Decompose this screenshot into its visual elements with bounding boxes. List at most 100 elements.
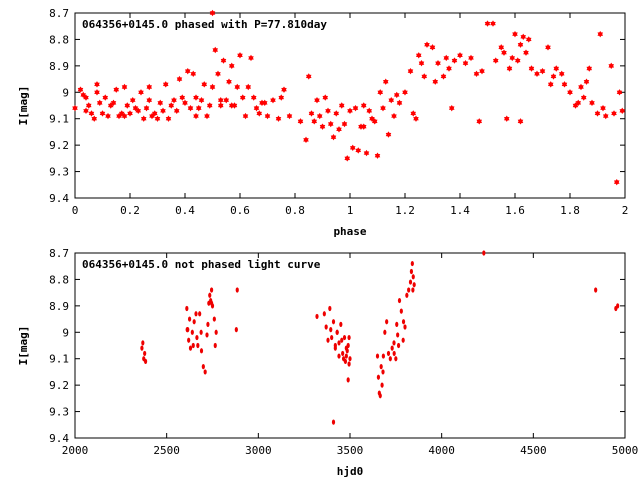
data-point xyxy=(213,342,217,349)
data-point xyxy=(550,73,557,80)
y-tick-label: 9 xyxy=(62,86,69,99)
data-point xyxy=(256,110,263,117)
y-tick-label: 8.8 xyxy=(49,33,69,46)
data-point xyxy=(396,99,403,107)
data-points xyxy=(72,9,626,186)
data-point xyxy=(411,274,415,280)
data-point xyxy=(198,311,202,317)
data-point xyxy=(462,60,469,67)
data-point xyxy=(435,60,441,67)
data-point xyxy=(349,144,356,151)
data-point xyxy=(308,110,315,117)
data-point xyxy=(305,73,312,80)
data-point xyxy=(239,94,246,101)
data-point xyxy=(330,134,337,141)
x-tick-label: 1.6 xyxy=(505,204,525,217)
data-point xyxy=(410,260,414,267)
data-point xyxy=(234,327,238,333)
data-point xyxy=(401,319,406,325)
data-point xyxy=(212,46,219,54)
x-tick-label: 1.2 xyxy=(395,204,415,217)
data-point xyxy=(468,54,474,62)
data-point xyxy=(388,356,392,362)
plot-frame xyxy=(74,12,626,199)
data-point xyxy=(187,104,194,112)
data-point xyxy=(385,319,389,325)
data-point xyxy=(360,123,367,130)
data-point xyxy=(80,91,87,99)
data-point xyxy=(212,316,216,322)
data-point xyxy=(168,102,175,109)
data-point xyxy=(143,358,148,364)
data-point xyxy=(410,110,417,117)
data-point xyxy=(193,112,199,120)
data-point xyxy=(322,311,326,317)
data-point xyxy=(185,305,189,312)
y-tick-label: 9.3 xyxy=(49,406,69,419)
data-point xyxy=(341,120,348,128)
data-point xyxy=(346,377,350,383)
x-tick-label: 1 xyxy=(347,204,354,217)
data-point xyxy=(490,20,496,27)
data-point xyxy=(386,350,391,357)
data-point xyxy=(253,104,260,112)
data-point xyxy=(391,112,397,120)
data-point xyxy=(286,112,293,120)
data-point xyxy=(346,342,350,349)
data-point xyxy=(586,65,593,72)
data-point xyxy=(220,57,227,64)
data-point xyxy=(338,102,345,109)
data-point xyxy=(379,364,383,370)
data-point xyxy=(205,332,209,338)
data-point xyxy=(376,374,381,380)
data-point xyxy=(405,292,409,298)
x-tick-label: 1.8 xyxy=(560,204,580,217)
data-point xyxy=(443,54,450,62)
data-point xyxy=(179,94,186,101)
data-point xyxy=(619,107,626,114)
data-point xyxy=(401,337,405,343)
data-point xyxy=(421,73,428,80)
data-point xyxy=(567,89,573,96)
data-point xyxy=(319,123,326,130)
x-tick-label: 3500 xyxy=(337,444,364,457)
data-point xyxy=(520,33,527,40)
data-point xyxy=(248,54,254,62)
data-point xyxy=(539,67,546,75)
data-point xyxy=(344,155,351,162)
data-point xyxy=(492,57,499,64)
data-point xyxy=(337,340,341,346)
y-tick-label: 8.7 xyxy=(49,247,69,260)
data-point xyxy=(343,358,348,364)
data-point xyxy=(242,112,249,120)
data-point xyxy=(264,112,271,120)
y-tick-label: 8.8 xyxy=(49,273,69,286)
data-point xyxy=(201,81,208,88)
data-point xyxy=(204,112,210,120)
data-point xyxy=(160,107,166,114)
data-point xyxy=(195,334,199,341)
data-point xyxy=(482,250,486,256)
data-point xyxy=(397,297,402,304)
data-point xyxy=(72,104,78,112)
x-tick-label: 0.6 xyxy=(230,204,250,217)
data-point xyxy=(328,305,332,312)
y-tick-label: 8.9 xyxy=(49,60,69,73)
data-point xyxy=(297,118,304,125)
data-point xyxy=(209,83,216,91)
data-point xyxy=(451,57,458,64)
data-point xyxy=(408,279,413,285)
data-point xyxy=(85,102,92,109)
data-point xyxy=(413,115,419,122)
data-point xyxy=(380,104,386,112)
chart-title: 064356+0145.0 not phased light curve xyxy=(82,258,321,271)
data-point xyxy=(184,67,191,75)
data-point xyxy=(140,345,144,351)
data-point xyxy=(506,65,513,72)
data-point xyxy=(96,99,103,107)
chart-title: 064356+0145.0 phased with P=77.810day xyxy=(82,18,327,31)
data-point xyxy=(360,102,367,109)
data-point xyxy=(127,110,133,117)
data-point xyxy=(402,89,408,96)
